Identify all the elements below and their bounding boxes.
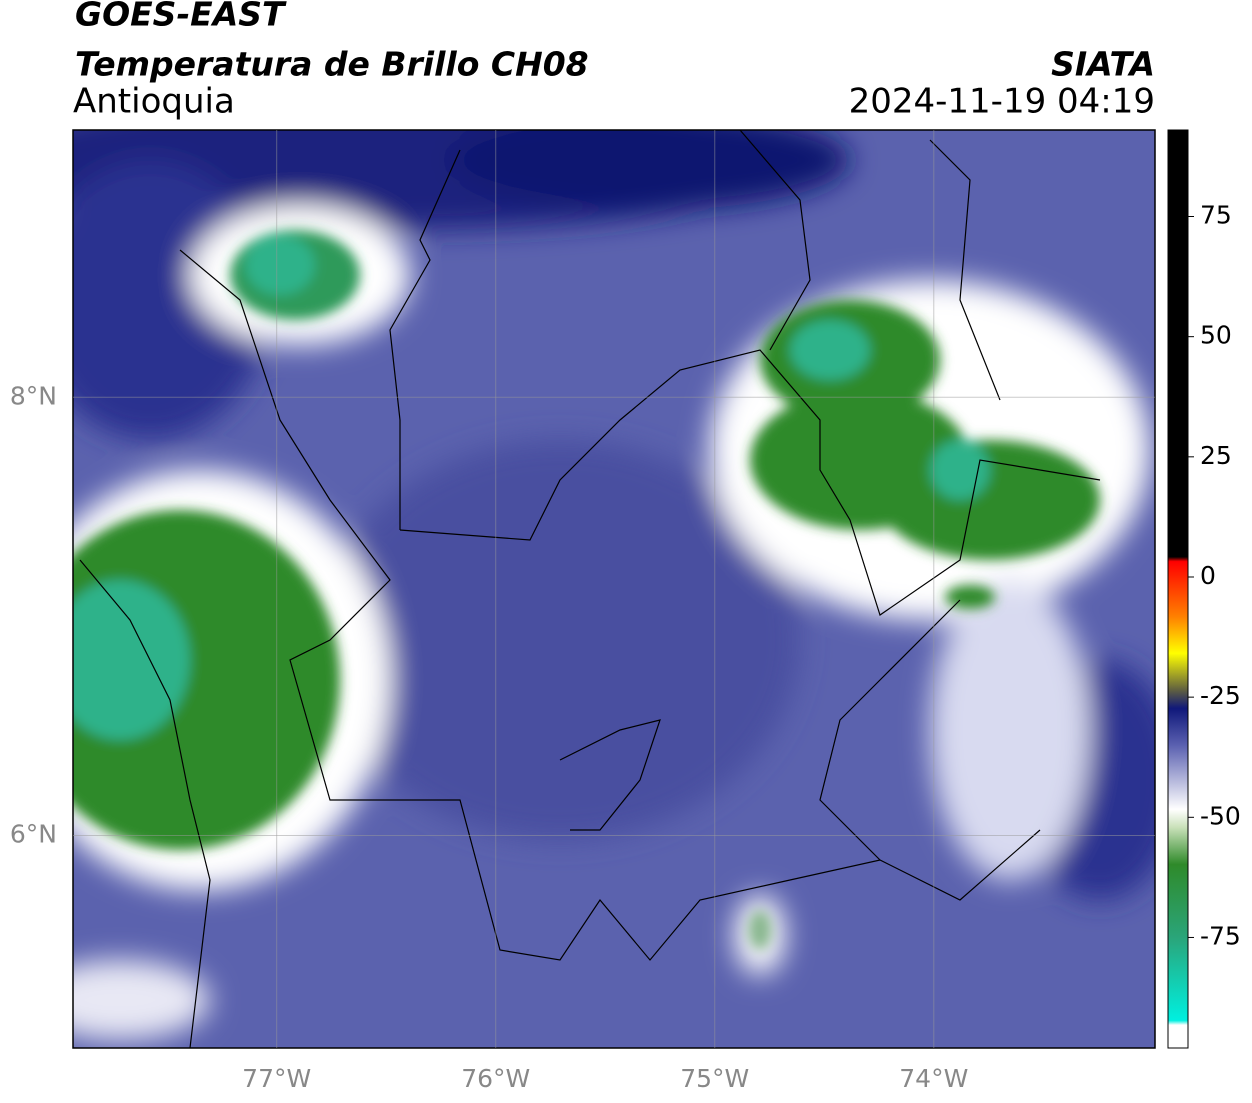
x-tick-label: 75°W [680, 1064, 749, 1093]
y-tick-label: 8°N [10, 381, 57, 410]
colorbar-tick-label: 50 [1200, 321, 1232, 350]
colorbar-tick-label: 75 [1200, 201, 1232, 230]
colorbar [1167, 129, 1189, 1049]
y-tick-label: 6°N [10, 819, 57, 848]
source: SIATA [1051, 45, 1155, 84]
title: GOES-EAST [75, 0, 287, 34]
region: Antioquia [73, 82, 235, 122]
colorbar-tick-label: 0 [1200, 561, 1216, 590]
x-tick-label: 74°W [899, 1064, 968, 1093]
x-tick-label: 77°W [242, 1064, 311, 1093]
colorbar-tick-label: 25 [1200, 441, 1232, 470]
datetime: 2024-11-19 04:19 [849, 82, 1155, 122]
header: GOES-EAST Temperatura de Brillo CH08 Ant… [73, 0, 1155, 122]
map-frame [72, 129, 1156, 1049]
subtitle: Temperatura de Brillo CH08 [75, 45, 589, 84]
colorbar-tick-label: -25 [1200, 681, 1241, 710]
colorbar-tick-label: -75 [1200, 921, 1241, 950]
imagery [73, 130, 1155, 1048]
colorbar-tick-label: -50 [1200, 801, 1241, 830]
x-tick-label: 76°W [461, 1064, 530, 1093]
